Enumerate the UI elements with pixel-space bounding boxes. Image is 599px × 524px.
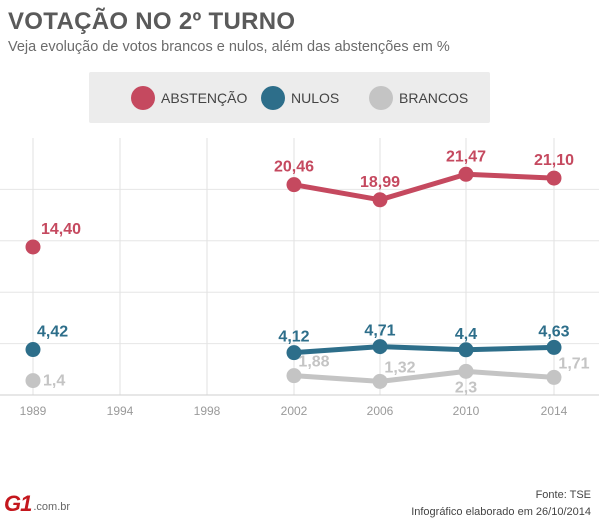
legend: ABSTENÇÃO NULOS BRANCOS (89, 72, 490, 123)
data-label-0-2010: 21,47 (446, 148, 486, 165)
legend-swatch-abstencao (131, 86, 155, 110)
x-tick-label-1989: 1989 (20, 404, 47, 418)
data-point-1-2002 (286, 345, 302, 361)
data-label-0-2006: 18,99 (360, 174, 400, 191)
legend-swatch-brancos (369, 86, 393, 110)
data-label-2-2010: 2,3 (455, 379, 477, 396)
source-note: Fonte: TSE (535, 489, 591, 501)
data-point-2-2014 (546, 369, 562, 385)
data-point-2-2002 (286, 368, 302, 384)
x-tick-label-1998: 1998 (194, 404, 221, 418)
legend-item-brancos: BRANCOS (369, 85, 468, 111)
data-label-2-2014: 1,71 (558, 355, 589, 372)
series-line-2 (291, 368, 557, 384)
x-tick-label-2006: 2006 (367, 404, 394, 418)
x-tick-label-2014: 2014 (541, 404, 568, 418)
data-point-2-2006 (372, 373, 388, 389)
data-point-1-2014 (546, 339, 562, 355)
data-point-0-1989 (25, 239, 41, 255)
g1-logo: G1 .com.br (4, 493, 70, 515)
chart-subtitle: Veja evolução de votos brancos e nulos, … (8, 39, 450, 55)
series-line-0 (291, 171, 557, 203)
g1-logo-text: .com.br (33, 501, 71, 513)
data-point-1-1989 (25, 342, 41, 358)
data-point-0-2006 (372, 192, 388, 208)
series-line-1 (291, 344, 557, 356)
data-label-1-2006: 4,71 (364, 323, 395, 340)
data-label-0-2002: 20,46 (274, 159, 314, 176)
data-label-1-2010: 4,4 (455, 326, 477, 343)
legend-label-brancos: BRANCOS (399, 90, 469, 106)
data-label-2-2006: 1,32 (384, 359, 415, 376)
data-label-1-2002: 4,12 (278, 329, 309, 346)
data-point-0-2014 (546, 170, 562, 186)
data-label-1-2014: 4,63 (538, 323, 569, 340)
legend-item-nulos: NULOS (261, 85, 339, 111)
data-point-2-1989 (25, 373, 41, 389)
data-label-2-2002: 1,88 (298, 354, 329, 371)
data-point-1-2006 (372, 339, 388, 355)
credit-note: Infográfico elaborado em 26/10/2014 (411, 506, 591, 518)
data-point-1-2010 (458, 342, 474, 358)
legend-label-nulos: NULOS (291, 90, 340, 106)
legend-label-abstencao: ABSTENÇÃO (161, 90, 248, 106)
data-point-0-2002 (286, 177, 302, 193)
data-point-0-2010 (458, 166, 474, 182)
data-label-2-1989: 1,4 (43, 373, 65, 390)
data-label-1-1989: 4,42 (37, 324, 68, 341)
x-tick-label-2010: 2010 (453, 404, 480, 418)
legend-swatch-nulos (261, 86, 285, 110)
x-tick-label-2002: 2002 (281, 404, 308, 418)
legend-item-abstencao: ABSTENÇÃO (131, 85, 247, 111)
chart-title: VOTAÇÃO NO 2º TURNO (8, 8, 296, 35)
data-label-0-2014: 21,10 (534, 152, 574, 169)
data-label-0-1989: 14,40 (41, 221, 81, 238)
g1-logo-mark: G1 (4, 491, 32, 516)
data-point-2-2010 (458, 363, 474, 379)
x-tick-label-1994: 1994 (107, 404, 134, 418)
